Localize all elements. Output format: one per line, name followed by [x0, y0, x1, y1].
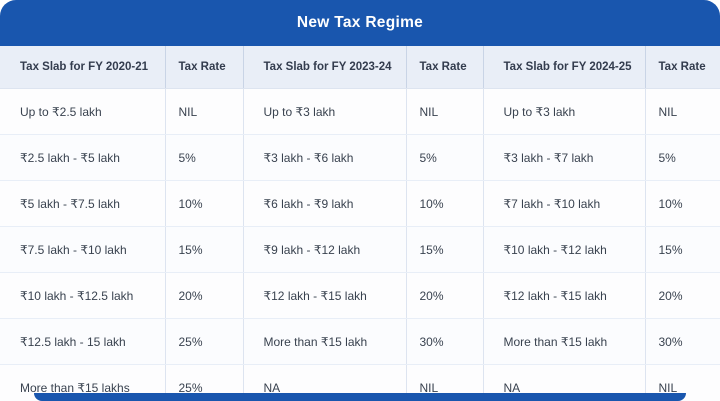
tax-slab-cell: ₹12 lakh - ₹15 lakh [243, 272, 407, 319]
tax-rate-cell: 20% [406, 272, 484, 319]
tax-slab-cell: ₹12.5 lakh - 15 lakh [0, 318, 166, 365]
tax-rate-cell: 15% [645, 226, 720, 273]
tax-slab-cell: ₹5 lakh - ₹7.5 lakh [0, 180, 166, 227]
table-row: ₹5 lakh - ₹7.5 lakh 10% ₹6 lakh - ₹9 lakh 1… [0, 180, 720, 227]
column-header: Tax Slab for FY 2024-25 [483, 46, 646, 89]
header-row: Tax Slab for FY 2020-21 Tax Rate Tax Slab … [0, 46, 720, 89]
column-header: Tax Rate [645, 46, 720, 89]
tax-slab-cell: ₹7.5 lakh - ₹10 lakh [0, 226, 166, 273]
tax-rate-cell: 5% [406, 134, 484, 181]
tax-slab-cell: More than ₹15 lakh [243, 318, 407, 365]
tax-slab-cell: Up to ₹3 lakh [483, 88, 646, 135]
table-row: ₹10 lakh - ₹12.5 lakh 20% ₹12 lakh - ₹15 l… [0, 272, 720, 319]
column-header: Tax Slab for FY 2020-21 [0, 46, 166, 89]
tax-rate-cell: 20% [165, 272, 244, 319]
table-row: ₹7.5 lakh - ₹10 lakh 15% ₹9 lakh - ₹12 lak… [0, 226, 720, 273]
tax-rate-cell: 30% [406, 318, 484, 365]
tax-rate-cell: 5% [165, 134, 244, 181]
tax-slab-cell: ₹6 lakh - ₹9 lakh [243, 180, 407, 227]
tax-rate-cell: 10% [645, 180, 720, 227]
tax-rate-cell: 20% [645, 272, 720, 319]
tax-slab-table: Tax Slab for FY 2020-21 Tax Rate Tax Slab … [0, 46, 720, 401]
tax-slab-cell: ₹3 lakh - ₹7 lakh [483, 134, 646, 181]
tax-slab-cell: ₹10 lakh - ₹12.5 lakh [0, 272, 166, 319]
column-header: Tax Rate [406, 46, 484, 89]
tax-rate-cell: 30% [645, 318, 720, 365]
tax-rate-cell: 10% [406, 180, 484, 227]
tax-slab-cell: ₹3 lakh - ₹6 lakh [243, 134, 407, 181]
table-row: ₹12.5 lakh - 15 lakh 25% More than ₹15 lak… [0, 318, 720, 365]
tax-slab-cell: Up to ₹2.5 lakh [0, 88, 166, 135]
table-row: ₹2.5 lakh - ₹5 lakh 5% ₹3 lakh - ₹6 lakh 5%… [0, 134, 720, 181]
tax-rate-cell: NIL [406, 88, 484, 135]
tax-rate-cell: NIL [165, 88, 244, 135]
tax-rate-cell: 5% [645, 134, 720, 181]
card-base-bar [34, 393, 686, 401]
tax-rate-cell: 15% [406, 226, 484, 273]
title-bar: New Tax Regime [0, 0, 720, 46]
table-body: Up to ₹2.5 lakh NIL Up to ₹3 lakh NIL Up to … [0, 88, 720, 401]
tax-slab-cell: ₹9 lakh - ₹12 lakh [243, 226, 407, 273]
page-title: New Tax Regime [296, 14, 424, 31]
tax-rate-cell: NIL [645, 88, 720, 135]
column-header: Tax Slab for FY 2023-24 [243, 46, 407, 89]
tax-rate-cell: 15% [165, 226, 244, 273]
tax-slab-cell: ₹10 lakh - ₹12 lakh [483, 226, 646, 273]
table-row: Up to ₹2.5 lakh NIL Up to ₹3 lakh NIL Up to … [0, 88, 720, 135]
tax-slab-cell: Up to ₹3 lakh [243, 88, 407, 135]
tax-slab-cell: ₹7 lakh - ₹10 lakh [483, 180, 646, 227]
column-header: Tax Rate [165, 46, 244, 89]
tax-rate-cell: 25% [165, 318, 244, 365]
tax-slab-cell: ₹2.5 lakh - ₹5 lakh [0, 134, 166, 181]
tax-slab-cell: More than ₹15 lakh [483, 318, 646, 365]
tax-rate-cell: 10% [165, 180, 244, 227]
tax-slab-cell: ₹12 lakh - ₹15 lakh [483, 272, 646, 319]
